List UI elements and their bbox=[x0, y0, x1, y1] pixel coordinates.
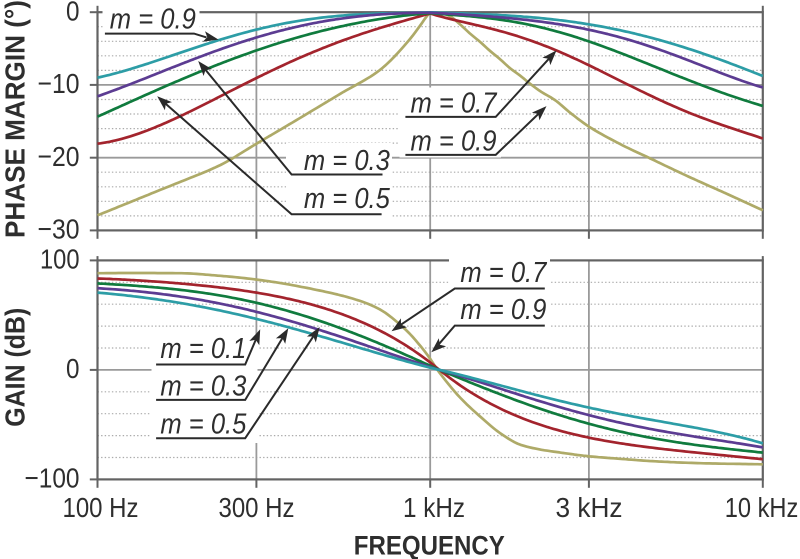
svg-text:10 kHz: 10 kHz bbox=[725, 491, 799, 523]
svg-text:−20: −20 bbox=[38, 140, 80, 172]
svg-text:m = 0.9: m = 0.9 bbox=[411, 125, 497, 157]
svg-text:m = 0.1: m = 0.1 bbox=[160, 333, 246, 365]
svg-text:m = 0.7: m = 0.7 bbox=[411, 87, 498, 119]
svg-text:m = 0.5: m = 0.5 bbox=[160, 409, 247, 441]
svg-text:FREQUENCY: FREQUENCY bbox=[354, 530, 505, 559]
svg-text:−100: −100 bbox=[25, 462, 80, 494]
svg-text:100 Hz: 100 Hz bbox=[63, 491, 139, 523]
svg-text:PHASE MARGIN (°): PHASE MARGIN (°) bbox=[0, 0, 31, 238]
svg-text:0: 0 bbox=[66, 352, 80, 384]
svg-text:300 Hz: 300 Hz bbox=[219, 491, 295, 523]
svg-text:m = 0.3: m = 0.3 bbox=[160, 371, 246, 403]
svg-text:m = 0.3: m = 0.3 bbox=[304, 145, 390, 177]
svg-text:−10: −10 bbox=[38, 67, 80, 99]
svg-text:3 kHz: 3 kHz bbox=[556, 491, 623, 523]
svg-text:1 kHz: 1 kHz bbox=[403, 491, 465, 523]
svg-text:m = 0.7: m = 0.7 bbox=[460, 257, 547, 289]
svg-text:−30: −30 bbox=[38, 213, 80, 245]
svg-text:GAIN (dB): GAIN (dB) bbox=[0, 308, 31, 427]
svg-text:m = 0.5: m = 0.5 bbox=[304, 183, 391, 215]
svg-text:0: 0 bbox=[66, 0, 80, 26]
svg-text:m = 0.9: m = 0.9 bbox=[460, 294, 546, 326]
svg-text:m = 0.9: m = 0.9 bbox=[110, 4, 196, 36]
svg-text:100: 100 bbox=[40, 243, 80, 275]
